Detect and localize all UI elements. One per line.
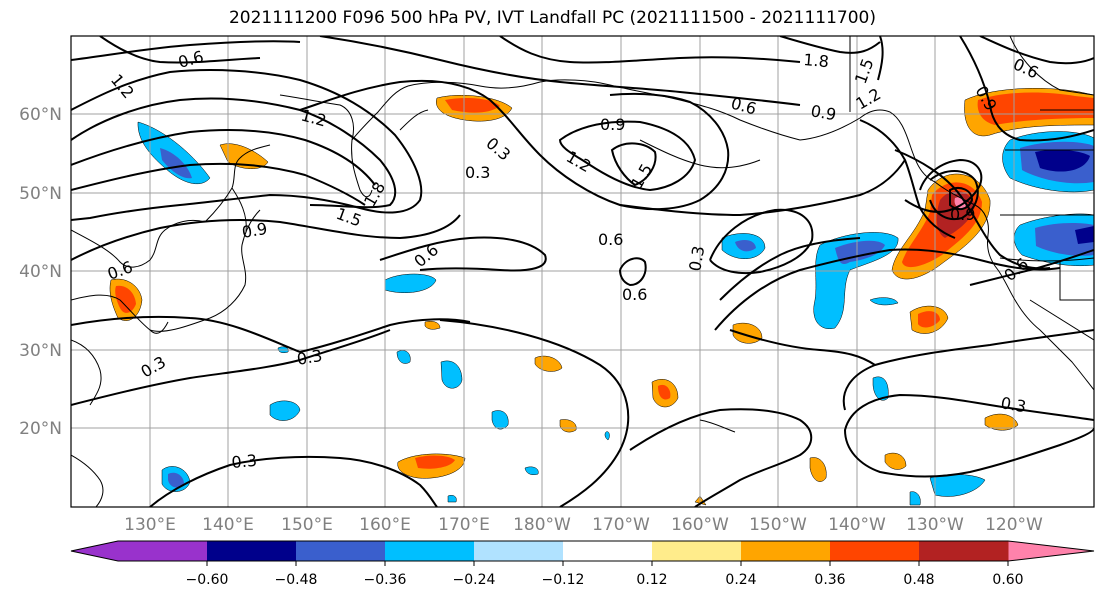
colorbar-extend-low [71,541,118,561]
lon-label: 160°W [671,515,729,535]
colorbar-tick-label: 0.12 [636,572,667,588]
colorbar-swatch [385,541,475,561]
lon-label: 120°W [985,515,1043,535]
lon-label: 140°W [828,515,886,535]
colorbar-swatch [652,541,742,561]
lon-label: 170°E [438,515,490,535]
longitude-labels: 130°E 140°E 150°E 160°E 170°E 180°W 170°… [124,515,1043,535]
contour-label: 0.9 [950,205,975,224]
lat-label: 50°N [19,184,62,204]
graticule [71,36,1094,507]
colorbar-tick-label: −0.48 [275,572,318,588]
contour-label: 1.8 [803,50,830,71]
contour-label: 0.9 [809,101,837,124]
colorbar-swatch [118,541,208,561]
map-panel: 0.6 1.2 1.2 0.6 0.6 0.9 0.9 0.3 1.2 1.5 … [71,36,1094,507]
colorbar-swatch [741,541,831,561]
contour-label: 0.9 [240,219,268,242]
colorbar-swatch [474,541,564,561]
lon-label: 170°W [592,515,650,535]
pv-contours [71,36,1094,507]
colorbar-tick-label: 0.48 [903,572,934,588]
colorbar-tick-label: −0.24 [453,572,496,588]
contour-label: 0.3 [295,346,323,369]
lon-label: 130°W [906,515,964,535]
colorbar-extend-high [1008,541,1094,561]
lat-label: 40°N [19,262,62,282]
latitude-labels: 60°N 50°N 40°N 30°N 20°N [19,105,62,439]
lon-label: 160°E [359,515,411,535]
colorbar-swatch [563,541,653,561]
lon-label: 140°E [202,515,254,535]
map-title: 2021111200 F096 500 hPa PV, IVT Landfall… [228,8,876,28]
contour-label: 0.6 [622,285,647,304]
coastlines [71,36,1094,507]
contour-label: 0.3 [465,163,490,182]
lon-label: 130°E [124,515,176,535]
contour-label: 0.3 [231,451,258,472]
colorbar-swatch [830,541,920,561]
lon-label: 180°W [513,515,571,535]
colorbar-tick-label: −0.60 [186,572,229,588]
contour-label: 0.6 [598,230,623,249]
colorbar-tick-label: 0.24 [725,572,756,588]
map-frame [70,35,1095,508]
colorbar-tick-label: 0.60 [992,572,1023,588]
colorbar-swatch [207,541,297,561]
lat-label: 30°N [19,341,62,361]
lat-label: 60°N [19,105,62,125]
colorbar-tick-label: −0.36 [364,572,407,588]
lat-label: 20°N [19,419,62,439]
contour-label: 0.9 [600,115,625,134]
colorbar-tick-label: 0.36 [814,572,845,588]
colorbar-swatch [296,541,386,561]
contour-label: 0.3 [685,244,708,272]
contour-label: 0.3 [999,393,1027,416]
colorbar-tick-label: −0.12 [542,572,585,588]
lon-label: 150°W [749,515,807,535]
colorbar: −0.60 −0.48 −0.36 −0.24 −0.12 0.12 0.24 0.36 0.4… [70,540,1095,588]
colorbar-swatch [919,541,1009,561]
lon-label: 150°E [281,515,333,535]
